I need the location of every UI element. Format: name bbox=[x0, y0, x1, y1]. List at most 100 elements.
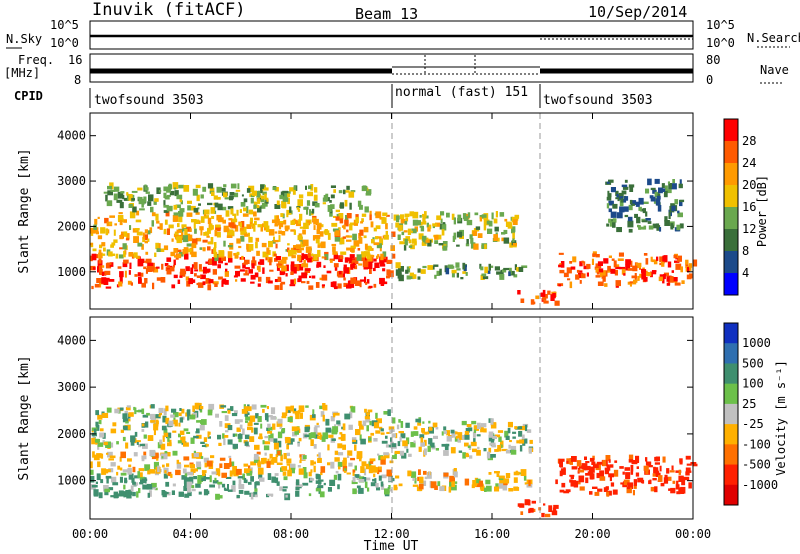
data-cell bbox=[117, 266, 122, 269]
data-cell bbox=[629, 187, 634, 192]
data-cell bbox=[266, 197, 269, 202]
data-cell bbox=[257, 224, 263, 228]
data-cell bbox=[489, 265, 494, 268]
data-cell bbox=[470, 237, 474, 244]
data-cell bbox=[254, 221, 257, 226]
data-cell bbox=[291, 426, 298, 432]
data-cell bbox=[231, 196, 234, 200]
data-cell bbox=[157, 226, 161, 229]
data-cell bbox=[110, 495, 116, 498]
data-cell bbox=[319, 277, 323, 281]
data-cell bbox=[299, 460, 302, 464]
data-cell bbox=[98, 492, 103, 499]
data-cell bbox=[98, 249, 102, 254]
data-cell bbox=[276, 263, 282, 267]
data-cell bbox=[329, 479, 336, 486]
data-cell bbox=[335, 470, 339, 474]
data-cell bbox=[222, 206, 227, 211]
data-cell bbox=[255, 237, 260, 242]
data-cell bbox=[675, 470, 682, 473]
data-cell bbox=[659, 274, 665, 278]
data-cell bbox=[313, 194, 318, 201]
data-cell bbox=[153, 423, 159, 431]
data-cell bbox=[467, 427, 473, 432]
colorbar-tick-label: 24 bbox=[742, 156, 756, 170]
data-cell bbox=[382, 212, 388, 217]
data-cell bbox=[210, 455, 215, 459]
data-cell bbox=[95, 421, 99, 427]
data-cell bbox=[583, 261, 586, 266]
data-cell bbox=[113, 493, 119, 499]
data-cell bbox=[352, 469, 355, 476]
data-cell bbox=[596, 461, 603, 465]
data-cell bbox=[123, 250, 126, 258]
data-cell bbox=[372, 478, 376, 482]
data-cell bbox=[150, 404, 155, 409]
x-tick-label: 16:00 bbox=[474, 527, 510, 541]
y-tick-label: 3000 bbox=[57, 380, 86, 394]
data-cell bbox=[193, 468, 196, 473]
data-cell bbox=[360, 466, 365, 473]
data-cell bbox=[223, 487, 227, 491]
data-cell bbox=[162, 491, 167, 498]
data-cell bbox=[445, 267, 450, 275]
data-cell bbox=[277, 450, 281, 456]
power-data-cells bbox=[90, 178, 698, 306]
data-cell bbox=[487, 228, 493, 234]
data-cell bbox=[257, 283, 261, 287]
data-cell bbox=[619, 199, 624, 207]
y-tick-label: 3000 bbox=[57, 174, 86, 188]
data-cell bbox=[289, 284, 296, 287]
data-cell bbox=[330, 204, 335, 209]
data-cell bbox=[411, 238, 417, 244]
data-cell bbox=[265, 254, 268, 261]
data-cell bbox=[277, 218, 280, 226]
data-cell bbox=[373, 283, 377, 288]
data-cell bbox=[122, 469, 128, 473]
data-cell bbox=[270, 459, 275, 465]
data-cell bbox=[189, 464, 195, 469]
data-cell bbox=[181, 408, 185, 414]
data-cell bbox=[320, 472, 323, 476]
data-cell bbox=[109, 262, 114, 267]
data-cell bbox=[667, 181, 670, 184]
data-cell bbox=[126, 192, 129, 196]
data-cell bbox=[234, 433, 238, 437]
data-cell bbox=[186, 431, 191, 434]
data-cell bbox=[286, 209, 292, 215]
data-cell bbox=[627, 268, 633, 271]
data-cell bbox=[477, 233, 483, 238]
data-cell bbox=[420, 269, 426, 274]
data-cell bbox=[243, 198, 248, 203]
data-cell bbox=[269, 258, 272, 266]
data-cell bbox=[513, 486, 518, 491]
data-cell bbox=[119, 467, 123, 471]
data-cell bbox=[350, 281, 355, 288]
data-cell bbox=[191, 453, 194, 456]
data-cell bbox=[268, 426, 273, 431]
data-cell bbox=[512, 436, 516, 439]
data-cell bbox=[209, 475, 212, 483]
data-cell bbox=[98, 420, 102, 425]
data-cell bbox=[280, 213, 284, 217]
data-cell bbox=[141, 423, 145, 427]
data-cell bbox=[190, 205, 196, 211]
data-cell bbox=[380, 283, 385, 286]
data-cell bbox=[375, 430, 381, 434]
data-cell bbox=[249, 419, 253, 426]
data-cell bbox=[517, 426, 523, 430]
data-cell bbox=[595, 254, 600, 258]
data-cell bbox=[238, 436, 242, 443]
data-cell bbox=[414, 478, 417, 484]
data-cell bbox=[306, 200, 311, 206]
data-cell bbox=[412, 274, 417, 279]
data-cell bbox=[521, 438, 528, 444]
data-cell bbox=[223, 438, 226, 446]
station-title: Inuvik (fitACF) bbox=[92, 0, 246, 20]
data-cell bbox=[176, 463, 182, 469]
data-cell bbox=[260, 205, 266, 209]
data-cell bbox=[675, 263, 682, 270]
data-cell bbox=[326, 270, 332, 274]
data-cell bbox=[171, 238, 174, 242]
data-cell bbox=[207, 183, 214, 189]
